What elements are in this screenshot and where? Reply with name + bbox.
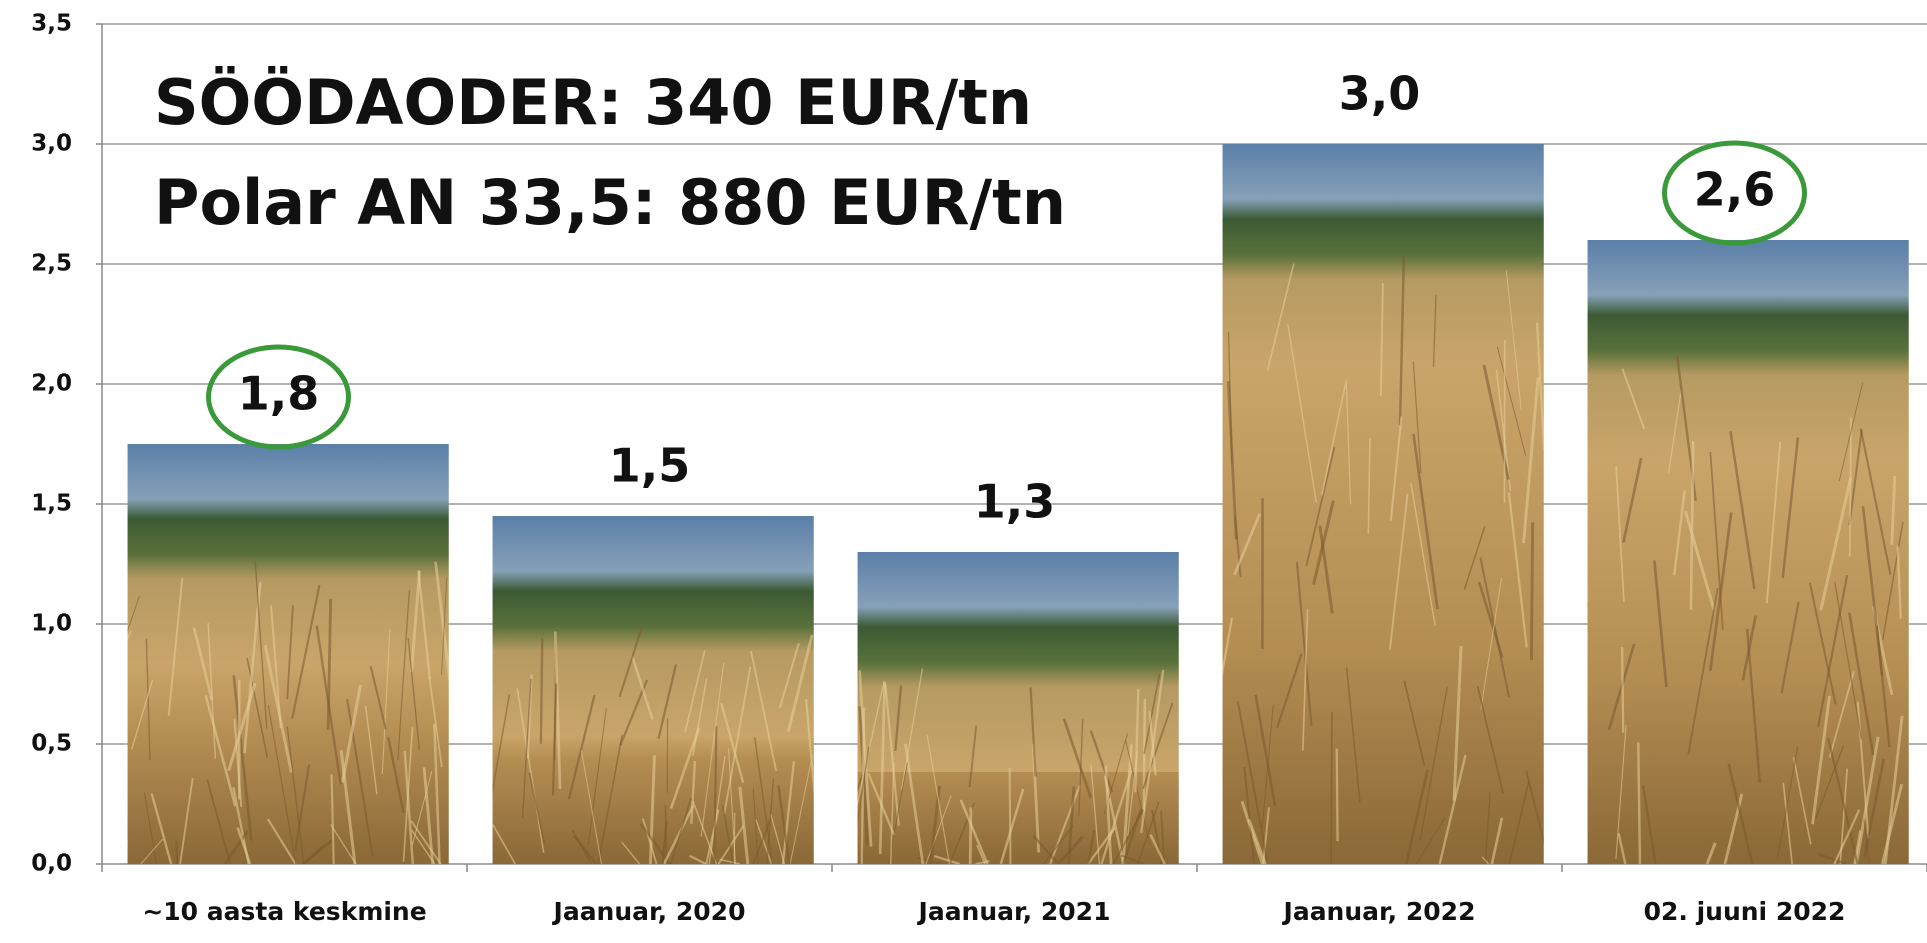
- texture-stroke: [1331, 712, 1332, 864]
- bar: [1223, 144, 1544, 864]
- x-tick-label: 02. juuni 2022: [1644, 897, 1846, 926]
- x-tick-label: ~10 aasta keskmine: [142, 897, 426, 926]
- bar: [858, 552, 1179, 864]
- texture-stroke: [970, 808, 971, 864]
- x-tick-label: Jaanuar, 2020: [552, 897, 746, 926]
- texture-stroke: [1638, 742, 1640, 864]
- y-tick-label: 3,5: [31, 11, 72, 37]
- value-label: 1,8: [238, 367, 320, 421]
- texture-stroke: [1010, 768, 1011, 864]
- x-tick-label: Jaanuar, 2022: [1282, 897, 1476, 926]
- texture-stroke: [541, 639, 542, 744]
- chart: 1,8 1,5 1,3 3,0 2,6 SÖÖDAODER: 340 EUR/tn Po…: [0, 0, 1927, 943]
- y-tick-label: 0,0: [31, 851, 72, 877]
- texture-stroke: [1622, 647, 1623, 732]
- y-tick-label: 1,0: [31, 611, 72, 637]
- texture-stroke: [177, 841, 178, 864]
- y-tick-label: 2,0: [31, 371, 72, 397]
- texture-stroke: [115, 839, 128, 864]
- y-tick-label: 1,5: [31, 491, 72, 517]
- x-tick-label: Jaanuar, 2021: [917, 897, 1111, 926]
- annotation: Polar AN 33,5: 880 EUR/tn: [154, 166, 1066, 239]
- value-label: 2,6: [1694, 163, 1776, 217]
- texture-stroke: [105, 631, 130, 691]
- y-tick-label: 2,5: [31, 251, 72, 277]
- value-label: 1,5: [609, 439, 691, 493]
- texture-stroke: [1144, 699, 1145, 812]
- value-label: 1,3: [974, 475, 1056, 529]
- value-label: 3,0: [1339, 67, 1421, 121]
- texture-stroke: [1531, 523, 1532, 660]
- y-tick-label: 0,5: [31, 731, 72, 757]
- annotation: SÖÖDAODER: 340 EUR/tn: [154, 66, 1032, 139]
- y-tick-label: 3,0: [31, 131, 72, 157]
- texture-stroke: [1337, 749, 1338, 841]
